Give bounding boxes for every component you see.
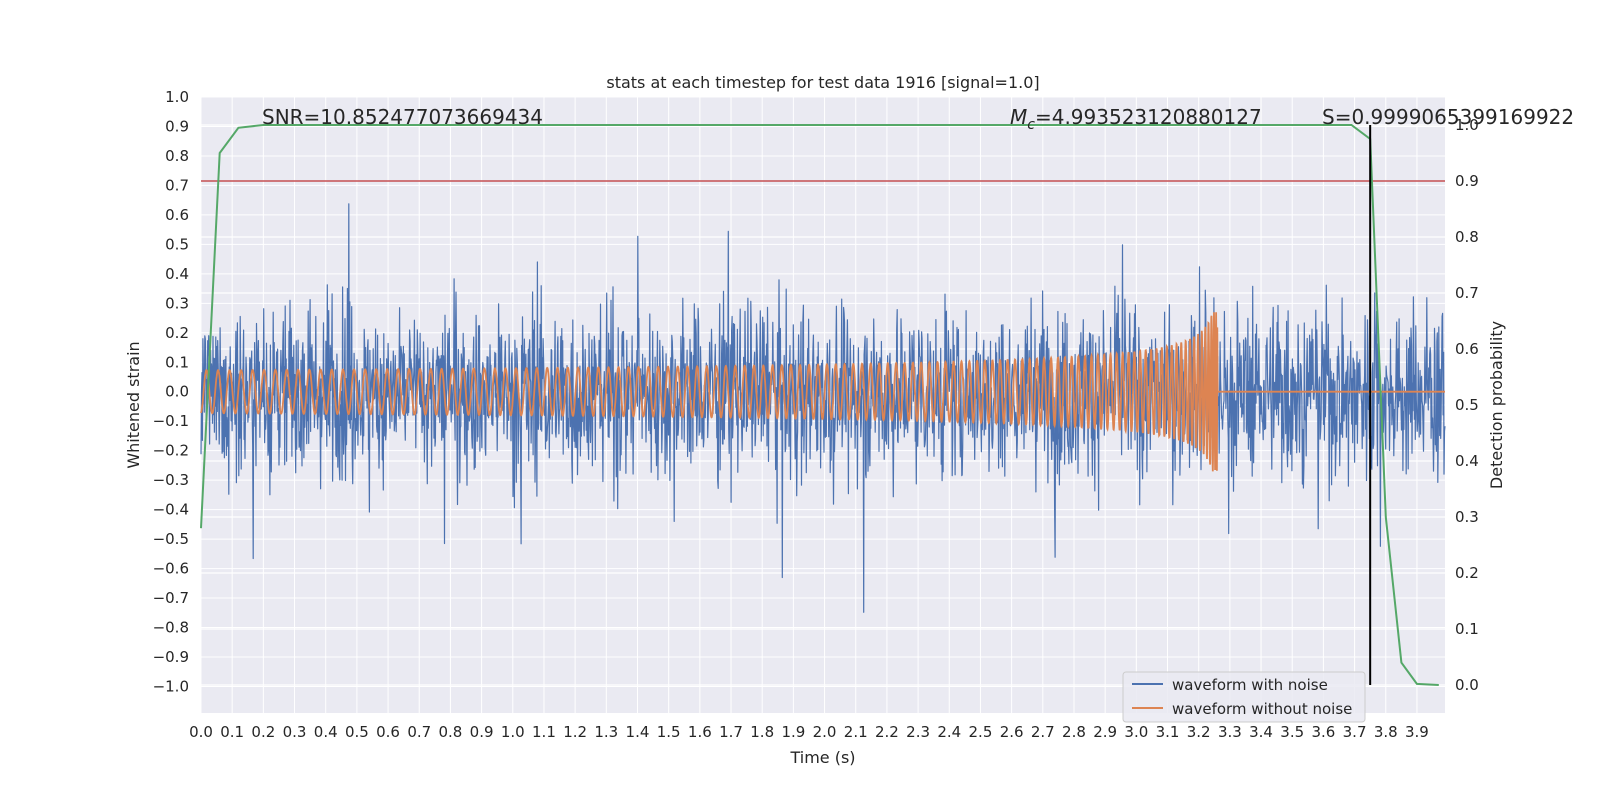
x-tick-label: 2.9	[1093, 723, 1117, 741]
x-tick-label: 0.6	[376, 723, 400, 741]
x-tick-label: 0.7	[407, 723, 431, 741]
y-tick-label: 0.8	[165, 147, 189, 165]
y-tick-label: 0.6	[165, 206, 189, 224]
legend: waveform with noise waveform without noi…	[1122, 671, 1366, 723]
y2-tick-label: 0.7	[1455, 284, 1479, 302]
x-tick-label: 2.5	[969, 723, 993, 741]
snr-annotation: SNR=10.852477073669434	[262, 105, 543, 129]
y2-tick-label: 0.5	[1455, 396, 1479, 414]
x-tick-label: 0.9	[470, 723, 494, 741]
x-tick-label: 3.4	[1249, 723, 1273, 741]
x-tick-label: 3.9	[1405, 723, 1429, 741]
x-tick-label: 3.2	[1187, 723, 1211, 741]
y-tick-label: 0.0	[165, 383, 189, 401]
y-tick-label: 0.1	[165, 353, 189, 371]
y-tick-label: −0.1	[153, 412, 189, 430]
y2-tick-label: 0.2	[1455, 564, 1479, 582]
chirp-mass-subscript: c	[1027, 117, 1035, 133]
overlay-layer	[200, 124, 1445, 686]
x-tick-label: 0.8	[438, 723, 462, 741]
x-tick-label: 3.8	[1374, 723, 1398, 741]
y2-tick-label: 0.8	[1455, 228, 1479, 246]
x-tick-label: 1.2	[563, 723, 587, 741]
y-tick-label: 0.4	[165, 265, 189, 283]
y2-tick-label: 1.0	[1455, 116, 1479, 134]
chirp-mass-value: =4.993523120880127	[1035, 105, 1262, 129]
x-axis-label: Time (s)	[789, 748, 855, 767]
y-tick-label: 0.2	[165, 324, 189, 342]
x-tick-label: 2.8	[1062, 723, 1086, 741]
y2-tick-label: 0.0	[1455, 676, 1479, 694]
series-line-detection-probability	[200, 124, 1439, 686]
x-tick-label: 1.0	[501, 723, 525, 741]
y-tick-label: −0.2	[153, 442, 189, 460]
x-tick-label: 0.4	[314, 723, 338, 741]
x-tick-label: 2.2	[875, 723, 899, 741]
y-tick-label: 0.7	[165, 176, 189, 194]
x-tick-label: 3.5	[1280, 723, 1304, 741]
chart-title: stats at each timestep for test data 191…	[606, 73, 1039, 92]
x-tick-label: 1.9	[781, 723, 805, 741]
tick-labels: 0.0 0.1 0.2 0.3 0.4 0.5 0.6 0.7 0.8 0.9 1.0 1.1 1.2 1…	[153, 88, 1479, 741]
y2-tick-label: 0.1	[1455, 620, 1479, 638]
x-tick-label: 2.3	[906, 723, 930, 741]
y2-tick-label: 0.6	[1455, 340, 1479, 358]
x-tick-label: 0.3	[283, 723, 307, 741]
x-tick-label: 1.8	[750, 723, 774, 741]
y-tick-label: −0.3	[153, 471, 189, 489]
x-tick-label: 3.1	[1156, 723, 1180, 741]
score-annotation: S=0.9999065399169922	[1322, 105, 1574, 129]
y-tick-label: −0.8	[153, 619, 189, 637]
legend-label-noise: waveform with noise	[1172, 676, 1328, 694]
x-tick-label: 0.2	[251, 723, 275, 741]
y-tick-label: 0.3	[165, 294, 189, 312]
x-tick-label: 1.4	[626, 723, 650, 741]
series-line-waveform-without-noise	[200, 312, 1445, 472]
y-tick-label: −1.0	[153, 677, 189, 695]
y2-tick-label: 0.3	[1455, 508, 1479, 526]
x-tick-label: 1.5	[657, 723, 681, 741]
y2-axis-label: Detection probability	[1487, 321, 1506, 489]
x-tick-label: 2.1	[844, 723, 868, 741]
x-tick-label: 2.4	[937, 723, 961, 741]
x-tick-label: 0.1	[220, 723, 244, 741]
y-axis-label: Whitened strain	[124, 341, 143, 468]
x-tick-label: 2.0	[813, 723, 837, 741]
x-tick-label: 0.5	[345, 723, 369, 741]
y-tick-label: −0.6	[153, 560, 189, 578]
y-tick-label: 0.5	[165, 235, 189, 253]
x-tick-label: 1.3	[594, 723, 618, 741]
chirp-mass-symbol: M	[1010, 105, 1027, 129]
y-tick-label: 0.9	[165, 117, 189, 135]
x-tick-label: 0.0	[189, 723, 213, 741]
x-tick-label: 3.0	[1124, 723, 1148, 741]
x-tick-label: 1.1	[532, 723, 556, 741]
chirp-mass-annotation: Mc=4.993523120880127	[1010, 105, 1262, 133]
x-tick-label: 3.6	[1311, 723, 1335, 741]
x-tick-label: 3.3	[1218, 723, 1242, 741]
series-layer	[200, 203, 1446, 613]
y-tick-label: −0.4	[153, 501, 189, 519]
legend-box	[1122, 671, 1366, 723]
x-tick-label: 2.7	[1031, 723, 1055, 741]
y-tick-label: −0.7	[153, 589, 189, 607]
x-tick-label: 1.7	[719, 723, 743, 741]
x-tick-label: 2.6	[1000, 723, 1024, 741]
y2-tick-label: 0.4	[1455, 452, 1479, 470]
legend-label-clean: waveform without noise	[1172, 700, 1352, 718]
y2-tick-label: 0.9	[1455, 172, 1479, 190]
x-tick-label: 3.7	[1343, 723, 1367, 741]
y-tick-label: −0.5	[153, 530, 189, 548]
y-tick-label: 1.0	[165, 88, 189, 106]
y-tick-label: −0.9	[153, 648, 189, 666]
x-tick-label: 1.6	[688, 723, 712, 741]
